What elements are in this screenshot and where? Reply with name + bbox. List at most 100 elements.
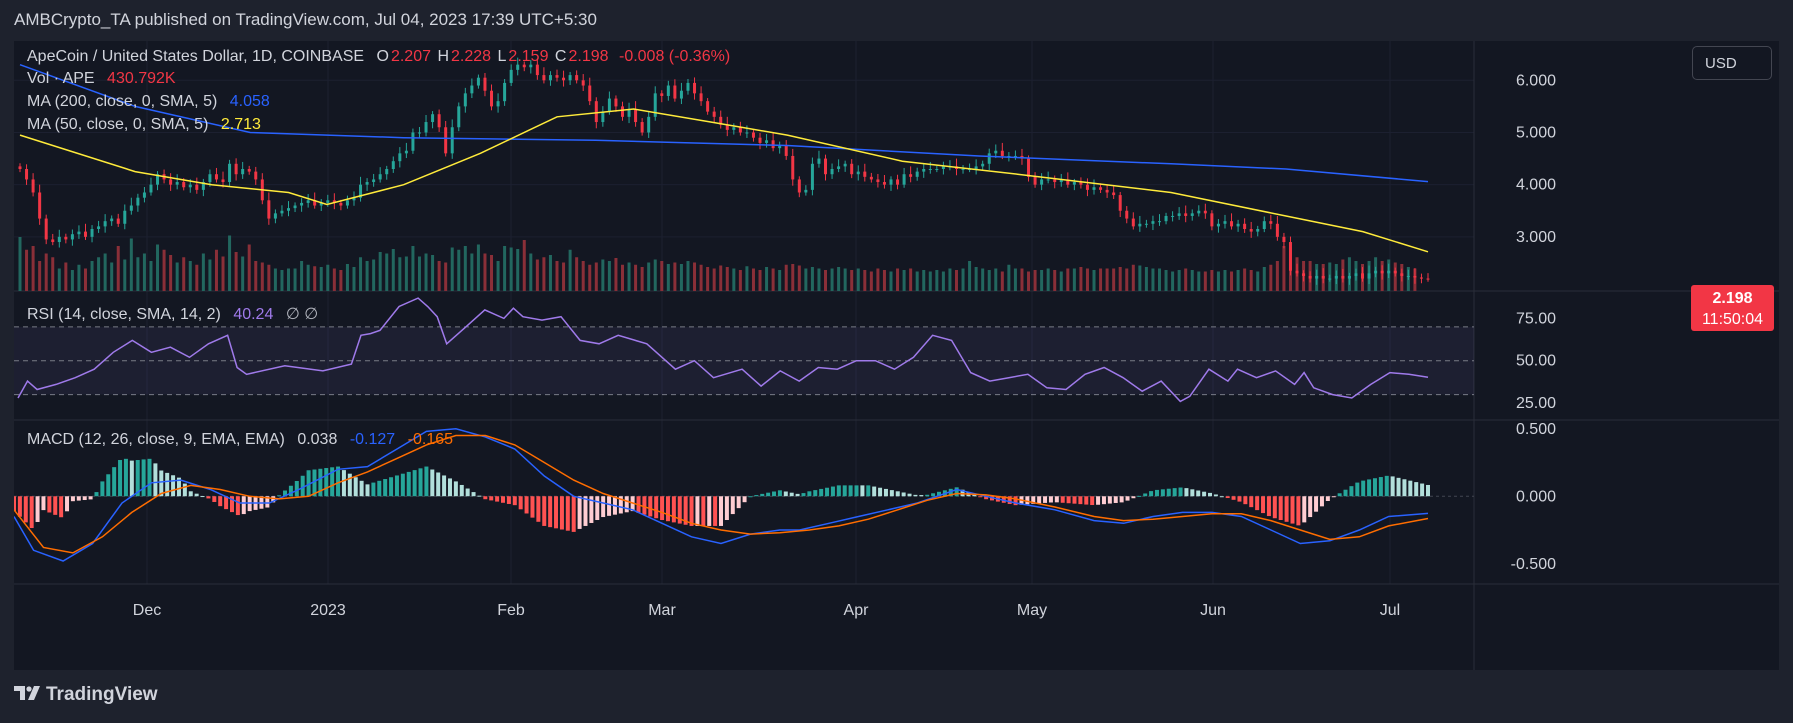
macd-histogram-bar [1043, 496, 1048, 503]
volume-bar [882, 270, 886, 291]
macd-histogram-bar [807, 491, 812, 497]
rsi-label[interactable]: RSI (14, close, SMA, 14, 2) [27, 306, 221, 323]
candle-body [326, 200, 330, 203]
volume-bar [797, 265, 801, 291]
candle-body [1007, 155, 1011, 157]
macd-signal-value: -0.127 [349, 431, 396, 448]
macd-histogram-bar [1184, 488, 1189, 497]
macd-histogram-bar [235, 496, 240, 516]
macd-histogram-bar [913, 494, 918, 497]
candle-body [156, 174, 160, 185]
brand-name: TradingView [46, 684, 158, 705]
volume-bar [725, 267, 729, 291]
candle-body [679, 90, 683, 99]
candle-body [437, 114, 441, 128]
macd-histogram-bar [577, 496, 582, 529]
volume-bar [476, 244, 480, 291]
volume-bar [490, 255, 494, 291]
volume-bar [1249, 270, 1253, 291]
macd-histogram-bar [1125, 496, 1130, 501]
candle-body [712, 111, 716, 117]
currency-selector[interactable]: USD [1692, 46, 1772, 80]
ma200-label[interactable]: MA (200, close, 0, SMA, 5) [27, 93, 218, 110]
chart-panel[interactable]: 6.000 5.000 4.000 3.000 75.00 50.00 25.00 0.500… [14, 41, 1779, 670]
macd-tick-label: 0.500 [1516, 421, 1556, 438]
macd-histogram-bar [1272, 496, 1277, 519]
macd-histogram-bar [182, 483, 187, 497]
candle-body [142, 192, 146, 198]
macd-histogram-bar [1001, 496, 1006, 503]
ma50-label[interactable]: MA (50, close, 0, SMA, 5) [27, 116, 209, 133]
volume-bar [70, 270, 74, 291]
volume-bar [470, 253, 474, 291]
candle-body [542, 75, 546, 81]
volume-bar [889, 271, 893, 291]
macd-histogram-bar [135, 460, 140, 497]
time-tick-label: Mar [648, 602, 676, 619]
candle-body [123, 210, 127, 224]
volume-bar [1269, 264, 1273, 291]
macd-histogram-bar [518, 496, 523, 510]
macd-histogram-bar [171, 475, 176, 497]
macd-histogram-bar [695, 496, 700, 526]
macd-histogram-bar [683, 496, 688, 525]
tradingview-logo[interactable]: TradingView [14, 684, 158, 706]
macd-histogram-bar [265, 496, 270, 508]
macd-label[interactable]: MACD (12, 26, close, 9, EMA, EMA) [27, 431, 285, 448]
volume-label[interactable]: Vol · APE [27, 70, 95, 87]
macd-histogram-bar [359, 480, 364, 497]
macd-histogram-bar [1408, 480, 1413, 497]
volume-bar [365, 261, 369, 291]
candle-body [719, 116, 723, 125]
candle-body [666, 85, 670, 96]
volume-bar [981, 268, 985, 291]
macd-histogram-bar [960, 489, 965, 497]
volume-bar [182, 257, 186, 291]
chart-svg[interactable]: 6.000 5.000 4.000 3.000 75.00 50.00 25.00 0.500… [14, 41, 1779, 670]
macd-histogram-bar [825, 487, 830, 497]
symbol-title[interactable]: ApeCoin / United States Dollar, 1D, COIN… [27, 48, 365, 65]
volume-bar [758, 270, 762, 291]
close-label: C [554, 48, 567, 65]
ma200-line [19, 63, 1429, 183]
candle-body [1046, 179, 1050, 181]
volume-bar [1085, 268, 1089, 291]
price-tick-label: 5.000 [1516, 124, 1556, 141]
macd-histogram-bar [901, 492, 906, 497]
macd-histogram-bar [330, 467, 335, 497]
macd-histogram-bar [442, 475, 447, 497]
candle-body [483, 77, 487, 91]
candle-body [1302, 273, 1306, 276]
candle-body [1321, 275, 1325, 279]
volume-bar [1072, 268, 1076, 291]
volume-bar [18, 237, 22, 291]
volume-bar [149, 261, 153, 291]
volume-bar [234, 252, 238, 291]
candle-body [293, 205, 297, 209]
volume-bar [424, 253, 428, 291]
volume-bar [1190, 270, 1194, 291]
candle-body [1393, 270, 1397, 274]
macd-histogram-bar [1319, 496, 1324, 507]
macd-histogram-bar [654, 496, 659, 519]
volume-bar [352, 267, 356, 291]
ma200-value: 4.058 [229, 93, 270, 110]
macd-histogram-bar [1308, 496, 1313, 518]
candle-body [169, 179, 173, 185]
candle-body [922, 169, 926, 172]
candle-body [771, 140, 775, 149]
ma50-legend: MA (50, close, 0, SMA, 5) 2.713 [27, 116, 263, 134]
macd-histogram-bar [766, 492, 771, 497]
macd-histogram-bar [1314, 496, 1319, 512]
macd-histogram-bar [648, 496, 653, 517]
candle-body [280, 210, 284, 214]
last-price: 2.198 [1712, 290, 1753, 307]
volume-bar [673, 262, 677, 291]
volume-bar [129, 238, 133, 291]
candle-body [837, 166, 841, 169]
volume-bar [935, 270, 939, 291]
volume-bar [1099, 268, 1103, 291]
candle-body [1125, 210, 1129, 219]
candle-body [581, 80, 585, 86]
macd-histogram-bar [624, 496, 629, 513]
